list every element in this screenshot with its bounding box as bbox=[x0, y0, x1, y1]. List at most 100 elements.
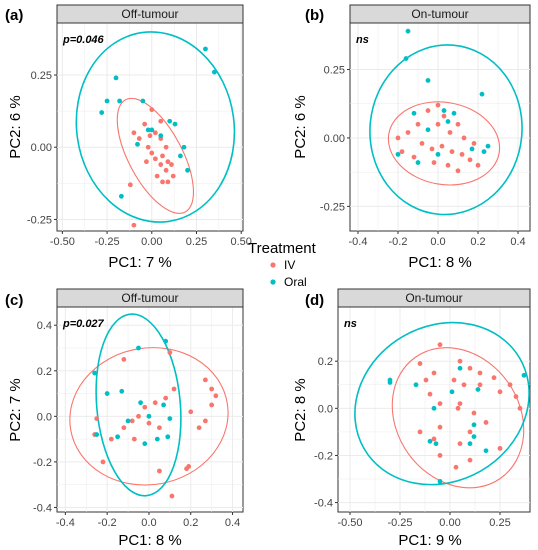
point-oral bbox=[142, 441, 148, 447]
point-iv bbox=[455, 121, 461, 127]
point-oral bbox=[178, 153, 183, 159]
point-oral bbox=[115, 434, 121, 440]
x-tick-label: -0.25 bbox=[95, 236, 120, 248]
point-oral bbox=[445, 119, 451, 124]
point-oral bbox=[435, 151, 441, 157]
point-iv bbox=[160, 153, 165, 159]
legend-key-iv bbox=[270, 262, 276, 268]
point-oral bbox=[521, 372, 527, 378]
point-iv bbox=[142, 121, 148, 127]
point-iv bbox=[165, 159, 171, 165]
confidence-ellipse-oral bbox=[75, 31, 236, 223]
point-iv bbox=[449, 149, 455, 155]
point-iv bbox=[423, 377, 429, 383]
point-iv bbox=[417, 361, 423, 366]
y-tick-label: 0.0 bbox=[318, 403, 333, 415]
point-oral bbox=[203, 46, 208, 52]
point-iv bbox=[455, 405, 461, 411]
point-iv bbox=[467, 365, 473, 371]
point-iv bbox=[471, 410, 477, 416]
point-iv bbox=[202, 418, 208, 424]
point-iv bbox=[149, 150, 155, 156]
point-oral bbox=[118, 193, 124, 199]
y-axis-title: PC2: 7 % bbox=[7, 378, 24, 441]
point-oral bbox=[92, 370, 98, 376]
x-tick-label: 0.4 bbox=[225, 517, 240, 529]
point-oral bbox=[413, 382, 419, 388]
y-axis-title: PC2: 6 % bbox=[292, 95, 309, 158]
point-iv bbox=[131, 130, 137, 136]
point-iv bbox=[149, 107, 155, 113]
point-oral bbox=[117, 98, 122, 104]
point-oral bbox=[211, 69, 217, 75]
point-oral bbox=[449, 389, 455, 395]
point-iv bbox=[445, 162, 451, 168]
point-iv bbox=[431, 160, 437, 165]
point-iv bbox=[100, 459, 106, 465]
y-tick-label: -0.4 bbox=[314, 498, 333, 510]
point-iv bbox=[439, 143, 445, 149]
y-tick-label: 0.00 bbox=[324, 133, 345, 145]
point-iv bbox=[517, 405, 523, 411]
point-iv bbox=[171, 386, 177, 392]
point-oral bbox=[425, 78, 431, 83]
point-iv bbox=[425, 108, 431, 113]
point-iv bbox=[158, 118, 164, 124]
point-iv bbox=[399, 149, 405, 155]
confidence-ellipse-iv bbox=[116, 97, 195, 214]
point-iv bbox=[142, 404, 148, 410]
point-iv bbox=[453, 464, 459, 470]
point-iv bbox=[152, 400, 158, 406]
x-axis-title: PC1: 9 % bbox=[398, 532, 461, 549]
point-iv bbox=[437, 453, 443, 458]
point-oral bbox=[149, 127, 155, 133]
point-oral bbox=[387, 377, 393, 383]
point-oral bbox=[471, 434, 477, 439]
point-oral bbox=[140, 98, 146, 104]
panel-2: -0.4 -0.2 0.0 0.2 0.4 -0.25 0.00 0.25 On-tumour (… bbox=[292, 4, 531, 271]
point-iv bbox=[471, 141, 477, 146]
point-iv bbox=[427, 391, 433, 397]
point-iv bbox=[152, 130, 158, 136]
point-iv bbox=[209, 386, 215, 392]
point-iv bbox=[127, 182, 133, 188]
point-iv bbox=[129, 418, 135, 424]
x-tick-label: -0.25 bbox=[387, 517, 412, 529]
point-oral bbox=[104, 98, 110, 104]
point-iv bbox=[209, 402, 215, 408]
point-iv bbox=[467, 429, 473, 435]
point-iv bbox=[154, 173, 160, 179]
point-oral bbox=[185, 167, 190, 173]
point-iv bbox=[146, 420, 152, 426]
x-tick-label: -0.4 bbox=[56, 517, 75, 529]
x-axis-title: PC1: 8 % bbox=[408, 254, 471, 271]
point-iv bbox=[457, 358, 463, 364]
y-tick-label: 0.0 bbox=[37, 411, 52, 423]
point-iv bbox=[491, 375, 497, 381]
facet-strip bbox=[337, 288, 531, 308]
point-iv bbox=[147, 133, 153, 139]
point-iv bbox=[121, 425, 127, 431]
y-axis-title: PC2: 8 % bbox=[292, 378, 309, 441]
point-iv bbox=[169, 493, 175, 499]
significance-annotation: p=0.027 bbox=[62, 318, 105, 330]
point-iv bbox=[170, 173, 176, 179]
y-tick-label: 0.25 bbox=[31, 70, 52, 82]
point-iv bbox=[395, 135, 401, 141]
x-tick-label: -0.50 bbox=[337, 517, 362, 529]
x-tick-label: -0.50 bbox=[50, 236, 75, 248]
point-oral bbox=[172, 121, 178, 127]
y-tick-label: -0.25 bbox=[27, 214, 52, 226]
significance-annotation: p=0.046 bbox=[62, 34, 105, 46]
point-oral bbox=[161, 402, 166, 408]
confidence-ellipse-iv bbox=[391, 347, 525, 489]
x-tick-label: 0.25 bbox=[186, 236, 207, 248]
y-tick-label: -0.2 bbox=[33, 457, 52, 469]
gridlines bbox=[57, 23, 243, 231]
point-oral bbox=[104, 391, 110, 396]
point-iv bbox=[213, 393, 219, 399]
gridlines bbox=[338, 307, 530, 512]
point-oral bbox=[99, 110, 105, 115]
point-iv bbox=[467, 157, 473, 163]
